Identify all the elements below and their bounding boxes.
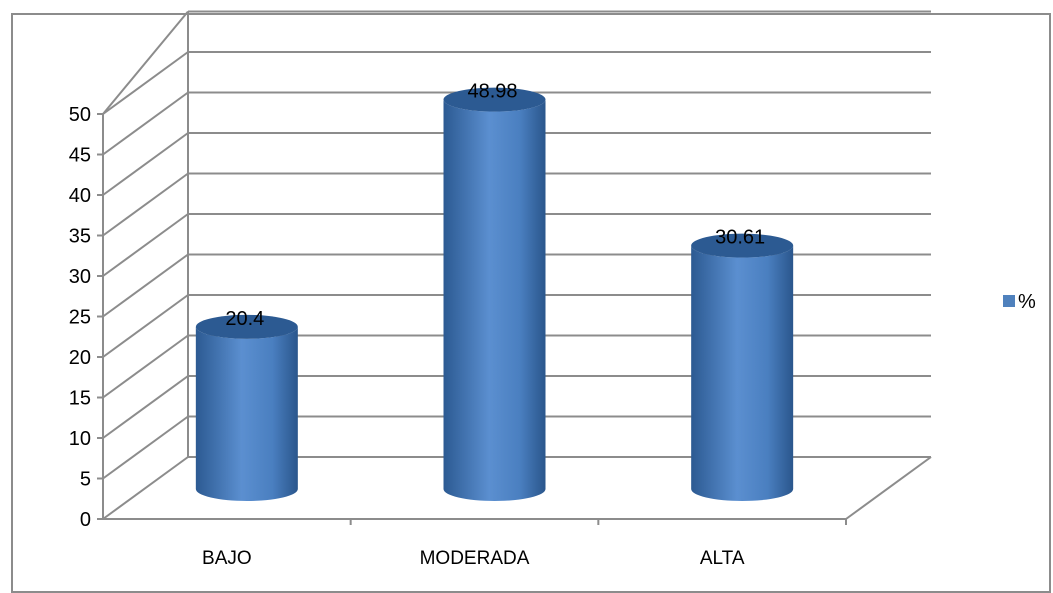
- bar-top: [691, 233, 794, 258]
- bar-body: [691, 245, 794, 501]
- bar-bajo: [195, 314, 298, 501]
- y-tick-label: 5: [80, 469, 91, 491]
- gridline-side: [102, 456, 189, 520]
- y-tick-label: 50: [69, 104, 91, 126]
- y-tick-label: 15: [69, 388, 91, 410]
- x-tick-label: ALTA: [700, 548, 745, 569]
- gridline-side: [102, 91, 189, 156]
- bars: [195, 87, 794, 501]
- gridline-side: [102, 172, 189, 237]
- data-label: 48.98: [467, 81, 517, 103]
- bar-alta: [691, 233, 794, 501]
- bar-body: [195, 326, 298, 501]
- gridline-side: [102, 375, 189, 439]
- y-tick-label: 0: [80, 509, 91, 531]
- x-tick-label: BAJO: [202, 548, 252, 569]
- gridline-side: [102, 10, 189, 115]
- labels: 0 5 10 15 20 25 30 35 40 45 50 20.4 BAJO 48.98 MODERAD…: [69, 81, 765, 569]
- y-tick-label: 30: [69, 266, 91, 288]
- floor-edge: [845, 456, 932, 520]
- bar-top: [195, 314, 298, 339]
- bar-top: [443, 87, 546, 112]
- y-tick-label: 40: [69, 185, 91, 207]
- bar-moderada: [443, 87, 546, 501]
- legend-swatch: [1003, 295, 1015, 307]
- gridline-side: [102, 132, 189, 196]
- gridline-side: [102, 334, 189, 399]
- gridline-side: [102, 294, 189, 358]
- gridline-side: [102, 51, 189, 115]
- data-label: 20.4: [225, 308, 264, 330]
- y-tick-label: 35: [69, 226, 91, 248]
- x-tick-label: MODERADA: [420, 548, 530, 569]
- y-tick-label: 20: [69, 347, 91, 369]
- gridline-side: [102, 253, 189, 318]
- data-label: 30.61: [715, 227, 765, 249]
- gridline-side: [102, 415, 189, 480]
- gridline-side: [102, 213, 189, 277]
- axes: [97, 113, 932, 525]
- y-tick-label: 45: [69, 145, 91, 167]
- legend: %: [1003, 291, 1036, 313]
- y-tick-label: 10: [69, 428, 91, 450]
- gridlines: [102, 10, 931, 520]
- y-tick-label: 25: [69, 307, 91, 329]
- legend-label: %: [1018, 291, 1036, 313]
- bar-body: [443, 99, 546, 501]
